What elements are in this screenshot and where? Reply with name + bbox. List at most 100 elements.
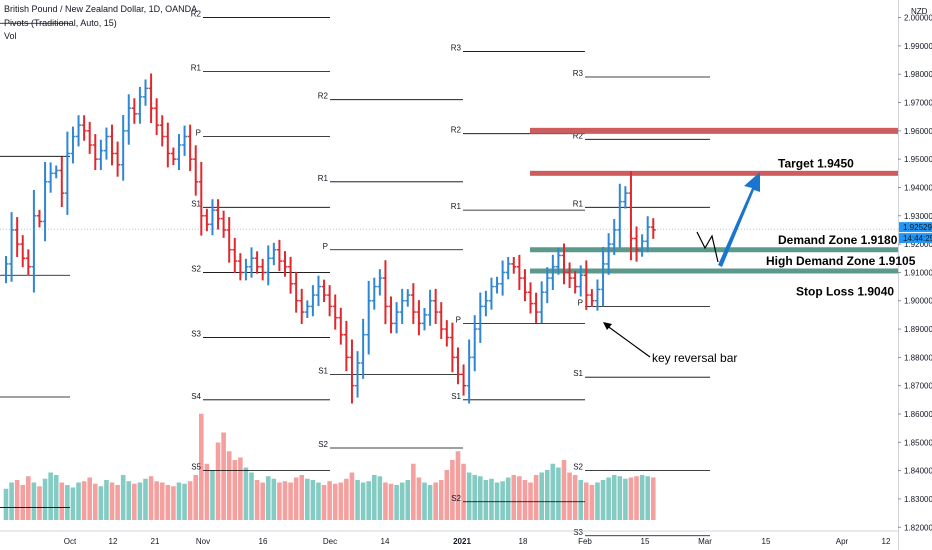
x-tick-label: 18 (519, 537, 528, 546)
annotations: Target 1.9450 Demand Zone 1.9180 High Dema… (603, 156, 916, 365)
volume-bar (522, 480, 528, 520)
volume-bar (226, 451, 232, 520)
volume-bar (561, 460, 567, 520)
y-tick-label: 1.88000 (904, 353, 932, 362)
pivot-label: R2 (191, 10, 202, 19)
volume-bar (472, 475, 478, 520)
y-tick-label: 1.90000 (904, 297, 932, 306)
volume-bar (159, 482, 165, 520)
volume-bar (595, 482, 600, 520)
volume-bar (344, 478, 349, 520)
volume-bar (120, 475, 126, 520)
zone-lines (0, 127, 898, 274)
volume-bar (260, 482, 265, 520)
volume-bar (399, 482, 405, 520)
pivot-label: P (323, 242, 328, 251)
volume-bar (182, 483, 187, 520)
pivot-label: S1 (191, 199, 201, 208)
x-tick-label: 21 (151, 537, 160, 546)
zone-annotation: Target 1.9450 (778, 156, 854, 170)
volume-bar (271, 478, 277, 520)
volume-bar (137, 482, 143, 520)
volume-bar (215, 442, 221, 520)
volume-bar (528, 482, 533, 520)
volume-bar (517, 476, 522, 520)
pivots-indicator-label[interactable]: Pivots (Traditional, Auto, 15) (4, 18, 117, 28)
volume-bar (338, 482, 344, 520)
volume-bar (544, 470, 550, 520)
volume-bar (282, 481, 288, 520)
volume-bar (600, 480, 606, 520)
volume-bar (360, 482, 366, 520)
x-tick-label: Mar (698, 537, 712, 546)
volume-bar (199, 413, 204, 520)
volume-bar (65, 485, 70, 520)
volume-bar (70, 487, 76, 520)
volume-indicator-label[interactable]: Vol (4, 31, 17, 41)
pivot-label: S3 (573, 528, 583, 537)
volume-bar (461, 463, 466, 520)
volume-bar (3, 488, 9, 520)
pivot-label: R2 (318, 92, 329, 101)
pivot-label: S1 (451, 392, 461, 401)
y-tick-label: 1.94000 (904, 183, 932, 192)
x-tick-label: Oct (64, 537, 77, 546)
x-tick-label: 15 (641, 537, 650, 546)
pivot-label: R2 (573, 131, 584, 140)
volume-bar (20, 485, 26, 520)
zone-annotation: High Demand Zone 1.9105 (766, 254, 916, 268)
volume-bar (265, 476, 271, 520)
symbol-title[interactable]: British Pound / New Zealand Dollar, 1D, … (4, 4, 198, 14)
volume-bar (327, 481, 332, 520)
y-tick-label: 1.96000 (904, 127, 932, 136)
volume-bar (438, 480, 444, 520)
volume-bar (478, 476, 483, 520)
volume-bar (109, 482, 115, 520)
volume-bar (483, 480, 489, 520)
volume-bar (567, 472, 572, 520)
y-tick-label: 1.98000 (904, 70, 932, 79)
volume-bar (634, 476, 639, 520)
zone-line (530, 247, 898, 253)
volume-bar (221, 432, 226, 520)
volume-bar (450, 460, 455, 520)
y-tick-label: 1.97000 (904, 99, 932, 108)
x-tick-label: Dec (323, 537, 337, 546)
y-tick-label: 1.89000 (904, 325, 932, 334)
volume-bar (26, 476, 31, 520)
volume-bar (355, 480, 360, 520)
volume-bar (171, 486, 176, 520)
volume-bar (37, 486, 42, 520)
x-tick-label: 14 (381, 537, 390, 546)
y-tick-label: 1.82000 (904, 523, 932, 532)
pivot-label: R1 (573, 199, 584, 208)
volume-bar (422, 482, 427, 520)
volume-bar (383, 482, 388, 520)
volume-bar (31, 482, 37, 520)
volume-bar (628, 477, 634, 520)
volume-bar (606, 477, 611, 520)
volume-bar (623, 478, 628, 520)
volume-bar (81, 481, 87, 520)
volume-bar (639, 475, 645, 520)
volume-bar (411, 463, 416, 520)
pivot-label: R3 (451, 44, 462, 53)
x-tick-label: 2021 (453, 537, 471, 546)
x-tick-label: 16 (259, 537, 268, 546)
x-tick-label: 15 (762, 537, 771, 546)
volume-bar (617, 476, 623, 520)
volume-bar (444, 470, 450, 520)
y-tick-label: 1.91000 (904, 268, 932, 277)
volume-bar (98, 486, 104, 520)
volume-bar (416, 477, 422, 520)
volume-bar (466, 472, 472, 520)
volume-bar (366, 481, 371, 520)
target-arrow (718, 172, 760, 267)
key-reversal-pointer (605, 324, 651, 358)
pivot-label: R1 (191, 63, 202, 72)
pivot-label: P (578, 298, 583, 307)
y-tick-label: 1.99000 (904, 42, 932, 51)
y-tick-label: 2.00000 (904, 14, 932, 23)
